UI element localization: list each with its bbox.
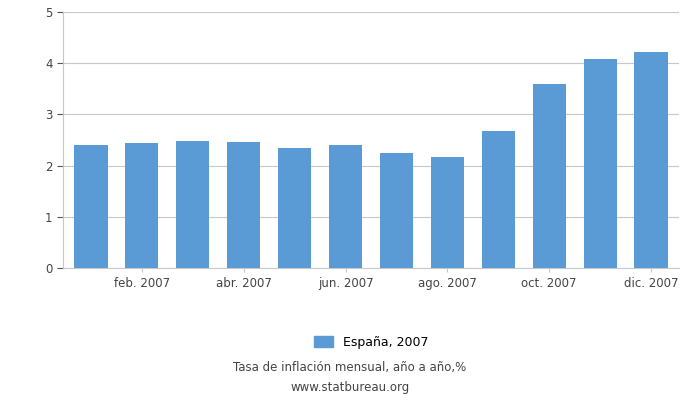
Bar <box>634 52 668 268</box>
Text: www.statbureau.org: www.statbureau.org <box>290 382 410 394</box>
Bar <box>533 84 566 268</box>
Legend: España, 2007: España, 2007 <box>309 330 433 354</box>
Bar <box>228 142 260 268</box>
Bar <box>176 140 209 268</box>
Bar <box>278 148 312 268</box>
Bar <box>329 145 362 268</box>
Bar <box>380 153 413 268</box>
Bar <box>125 143 158 268</box>
Bar <box>74 145 108 268</box>
Bar <box>584 58 617 268</box>
Bar <box>482 131 514 268</box>
Text: Tasa de inflación mensual, año a año,%: Tasa de inflación mensual, año a año,% <box>233 362 467 374</box>
Bar <box>430 157 464 268</box>
